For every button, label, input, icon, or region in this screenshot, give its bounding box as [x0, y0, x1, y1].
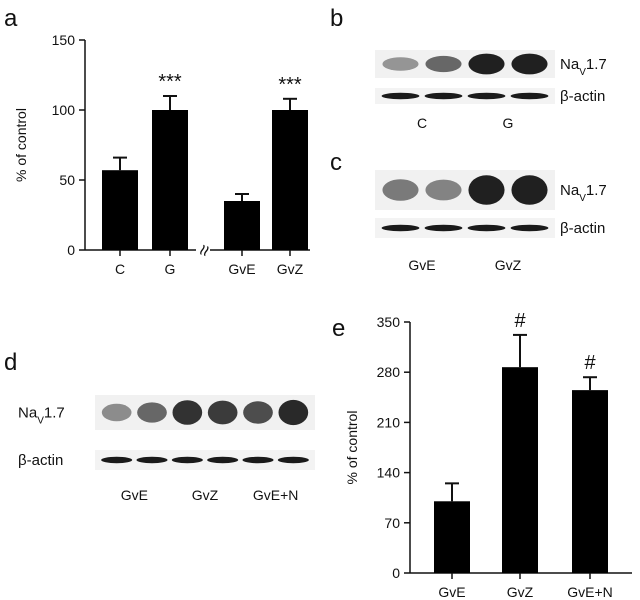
nav-band — [425, 179, 462, 201]
actin-band — [424, 92, 463, 100]
nav-band — [382, 57, 419, 71]
nav-band — [137, 402, 167, 423]
nav-band — [243, 401, 273, 424]
panel-label-d: d — [4, 349, 17, 376]
panel-label-e: e — [332, 315, 345, 342]
x-tick-label: GvZ — [277, 261, 304, 277]
lane-group-label: GvE+N — [253, 487, 299, 503]
x-tick-label: GvE — [438, 584, 465, 600]
nav-band — [278, 399, 309, 426]
nav-blot-background — [95, 395, 315, 430]
x-tick-label: GvZ — [507, 584, 534, 600]
y-tick-label: 70 — [384, 515, 400, 531]
y-tick-label: 150 — [52, 32, 76, 48]
bar — [102, 170, 138, 250]
actin-band — [424, 224, 463, 232]
nav17-label: NaV1.7 — [18, 405, 65, 427]
bar — [272, 110, 308, 250]
y-tick-label: 100 — [52, 102, 76, 118]
x-tick-label: G — [165, 261, 176, 277]
bar — [434, 501, 470, 573]
nav-band — [207, 400, 238, 425]
actin-band — [381, 224, 420, 232]
chart-e: 0 70 140 210 280 350 % of control GvE GvZ # GvE+N # — [344, 310, 632, 600]
lane-group-label: G — [503, 115, 514, 131]
blot-b: NaV1.7 β-actin C G — [375, 50, 607, 131]
lane-group-label: GvZ — [495, 257, 522, 273]
bar — [152, 110, 188, 250]
x-tick-label: GvE+N — [567, 584, 613, 600]
bar — [224, 201, 260, 250]
nav-band — [172, 400, 203, 425]
significance-label: *** — [158, 71, 182, 93]
y-tick-label: 280 — [377, 364, 401, 380]
significance-label: *** — [278, 74, 302, 96]
panel-label-b: b — [330, 5, 343, 32]
actin-band — [381, 92, 420, 100]
beta-actin-label: β-actin — [560, 88, 605, 105]
axis-break-mark: ≈ — [193, 242, 217, 260]
actin-band — [467, 92, 506, 100]
y-axis-label: % of control — [344, 411, 360, 485]
significance-label: # — [584, 352, 596, 374]
bar — [502, 367, 538, 573]
actin-band — [242, 456, 274, 464]
beta-actin-label: β-actin — [18, 452, 63, 469]
actin-blot-background — [95, 450, 315, 470]
chart-a: 0 50 100 150 % of control C G *** GvE GvZ *** ≈ — [13, 32, 310, 277]
blot-c: NaV1.7 β-actin GvE GvZ — [375, 170, 607, 273]
panel-label-a: a — [4, 5, 18, 32]
x-tick-label: C — [115, 261, 125, 277]
nav-band — [511, 53, 548, 75]
nav17-label: NaV1.7 — [560, 56, 607, 78]
actin-band — [510, 92, 549, 100]
lane-group-label: GvE — [121, 487, 148, 503]
blot-d: NaV1.7 β-actin GvE GvZ GvE+N — [18, 395, 315, 503]
nav-band — [425, 55, 462, 73]
actin-band — [207, 456, 239, 464]
actin-band — [277, 456, 309, 464]
y-tick-label: 0 — [392, 565, 400, 581]
beta-actin-label: β-actin — [560, 220, 605, 237]
lane-group-label: GvE — [408, 257, 435, 273]
actin-band — [101, 456, 133, 464]
actin-band — [136, 456, 168, 464]
y-tick-label: 140 — [377, 465, 401, 481]
nav-band — [101, 403, 132, 422]
actin-band — [510, 224, 549, 232]
nav-band — [468, 175, 505, 205]
actin-band — [171, 456, 203, 464]
nav17-label: NaV1.7 — [560, 182, 607, 204]
actin-band — [467, 224, 506, 232]
nav-band — [511, 175, 548, 205]
y-tick-label: 0 — [67, 242, 75, 258]
panel-label-c: c — [330, 149, 342, 176]
nav-band — [468, 53, 505, 75]
actin-blot-background — [375, 218, 555, 238]
x-tick-label: GvE — [228, 261, 255, 277]
actin-blot-background — [375, 88, 555, 104]
lane-group-label: GvZ — [192, 487, 219, 503]
nav-band — [382, 179, 419, 201]
bar — [572, 390, 608, 573]
significance-label: # — [514, 310, 526, 332]
y-tick-label: 50 — [59, 172, 75, 188]
y-tick-label: 210 — [377, 414, 401, 430]
lane-group-label: C — [417, 115, 427, 131]
y-axis-label: % of control — [13, 108, 29, 182]
y-tick-label: 350 — [377, 314, 401, 330]
